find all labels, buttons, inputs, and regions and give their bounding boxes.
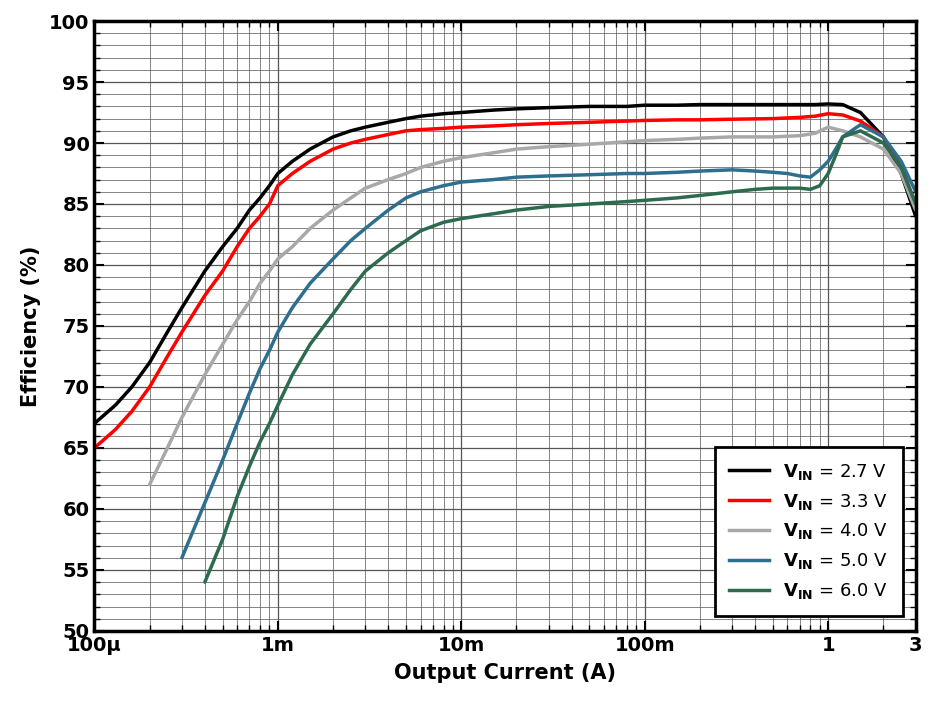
X-axis label: Output Current (A): Output Current (A) bbox=[394, 663, 616, 683]
Legend: $\mathbf{V_{IN}}$ = 2.7 V, $\mathbf{V_{IN}}$ = 3.3 V, $\mathbf{V_{IN}}$ = 4.0 V,: $\mathbf{V_{IN}}$ = 2.7 V, $\mathbf{V_{I… bbox=[715, 447, 902, 615]
Y-axis label: Efficiency (%): Efficiency (%) bbox=[21, 245, 41, 407]
